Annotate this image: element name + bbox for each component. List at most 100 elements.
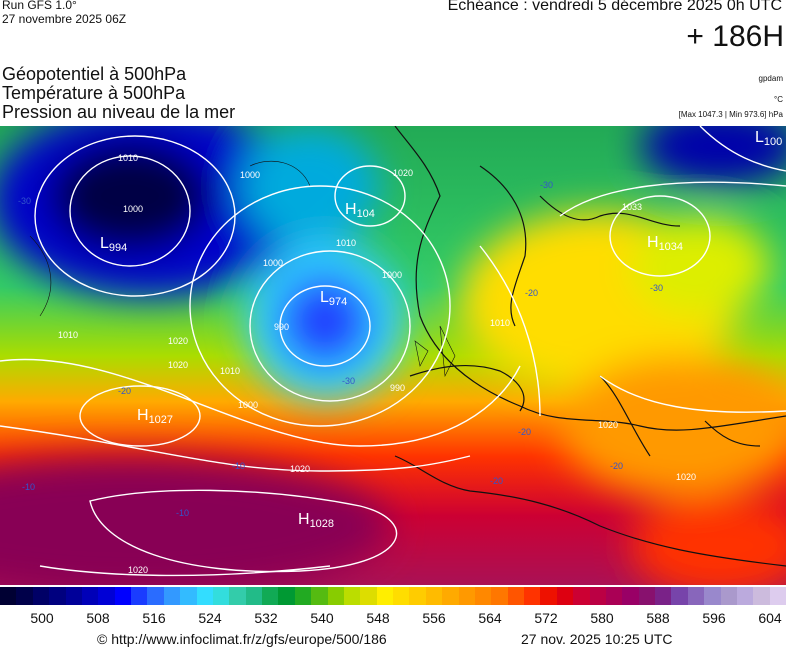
isobar-label: 1010 bbox=[336, 238, 356, 248]
weather-map: L994 H104 L974 H1034 H1027 H1028 L100 10… bbox=[0, 126, 786, 585]
scale-swatch bbox=[245, 587, 262, 605]
scale-tick-label: 556 bbox=[422, 610, 446, 626]
isobar-label: 1020 bbox=[168, 360, 188, 370]
scale-tick-label: 596 bbox=[702, 610, 726, 626]
scale-swatch bbox=[131, 587, 148, 605]
scale-swatch bbox=[491, 587, 508, 605]
temperature-label: -10 bbox=[22, 482, 35, 492]
scale-swatch bbox=[638, 587, 655, 605]
scale-swatch bbox=[704, 587, 721, 605]
scale-swatch bbox=[753, 587, 770, 605]
temperature-label: -30 bbox=[650, 283, 663, 293]
scale-swatch bbox=[32, 587, 50, 605]
scale-swatch bbox=[589, 587, 606, 605]
isobar-label: 1020 bbox=[676, 472, 696, 482]
scale-swatch bbox=[278, 587, 295, 605]
scale-swatch bbox=[229, 587, 246, 605]
scale-swatch bbox=[507, 587, 524, 605]
isobar-label: 990 bbox=[274, 322, 289, 332]
scale-swatch bbox=[458, 587, 475, 605]
scale-swatch bbox=[114, 587, 131, 605]
scale-swatch bbox=[343, 587, 361, 605]
scale-swatch bbox=[573, 587, 590, 605]
temperature-label: -20 bbox=[490, 476, 503, 486]
scale-swatch bbox=[540, 587, 557, 605]
temperature-label: -30 bbox=[18, 196, 31, 206]
pressure-center-low-2: L974 bbox=[320, 289, 347, 308]
temperature-label: -20 bbox=[118, 386, 131, 396]
parameter-geopotential: Géopotentiel à 500hPa bbox=[2, 64, 187, 84]
color-scale-ticks: 500 508 516 524 532 540 548 556 564 572 580 588 596 6… bbox=[0, 610, 786, 626]
scale-tick-label: 604 bbox=[758, 610, 782, 626]
run-label: Run GFS 1.0° bbox=[2, 0, 77, 12]
scale-swatch bbox=[474, 587, 492, 605]
scale-swatch bbox=[294, 587, 312, 605]
isobar-label: 1020 bbox=[393, 168, 413, 178]
forecast-hour: + 186H bbox=[686, 20, 784, 53]
temperature-label: -10 bbox=[232, 461, 245, 471]
scale-swatch bbox=[311, 587, 328, 605]
scale-swatch bbox=[687, 587, 705, 605]
scale-swatch bbox=[147, 587, 164, 605]
scale-swatch bbox=[720, 587, 737, 605]
scale-swatch bbox=[376, 587, 393, 605]
scale-swatch bbox=[0, 587, 17, 605]
temperature-unit: °C bbox=[774, 95, 783, 104]
scale-swatch bbox=[524, 587, 541, 605]
isobar-label: 1010 bbox=[490, 318, 510, 328]
pressure-center-high-4: H1028 bbox=[298, 511, 334, 530]
scale-swatch bbox=[622, 587, 639, 605]
scale-tick-label: 532 bbox=[254, 610, 278, 626]
scale-swatch bbox=[409, 587, 426, 605]
pressure-center-high-3: H1027 bbox=[137, 407, 173, 426]
scale-swatch bbox=[393, 587, 410, 605]
run-date: 27 novembre 2025 06Z bbox=[2, 12, 127, 26]
scale-swatch bbox=[605, 587, 623, 605]
scale-swatch bbox=[98, 587, 115, 605]
source-url: © http://www.infoclimat.fr/z/gfs/europe/… bbox=[97, 631, 387, 647]
color-scale bbox=[0, 587, 786, 605]
pressure-center-high-2: H1034 bbox=[647, 234, 683, 253]
isobar-label: 1020 bbox=[290, 464, 310, 474]
isobar-label: 1033 bbox=[622, 202, 642, 212]
temperature-label: -30 bbox=[540, 180, 553, 190]
scale-swatch bbox=[671, 587, 688, 605]
pressure-center-low-3: L100 bbox=[755, 129, 782, 148]
scale-swatch bbox=[49, 587, 66, 605]
scale-swatch bbox=[196, 587, 213, 605]
scale-swatch bbox=[736, 587, 754, 605]
scale-swatch bbox=[180, 587, 197, 605]
isobar-label: 1020 bbox=[168, 336, 188, 346]
model-code: gpdam bbox=[758, 74, 783, 83]
temperature-label: -20 bbox=[610, 461, 623, 471]
temperature-label: -10 bbox=[176, 508, 189, 518]
scale-tick-label: 540 bbox=[310, 610, 334, 626]
isobar-label: 1010 bbox=[118, 153, 138, 163]
scale-tick-label: 548 bbox=[366, 610, 390, 626]
scale-tick-label: 524 bbox=[198, 610, 222, 626]
scale-swatch bbox=[442, 587, 459, 605]
scale-swatch bbox=[360, 587, 377, 605]
scale-swatch bbox=[655, 587, 672, 605]
temperature-label: -20 bbox=[525, 288, 538, 298]
scale-swatch bbox=[769, 587, 786, 605]
parameter-temperature: Température à 500hPa bbox=[2, 83, 186, 103]
scale-tick-label: 500 bbox=[30, 610, 54, 626]
pressure-center-low-1: L994 bbox=[100, 235, 127, 254]
temperature-label: -20 bbox=[518, 427, 531, 437]
isobar-label: 1000 bbox=[240, 170, 260, 180]
parameter-pressure: Pression au niveau de la mer bbox=[2, 102, 236, 122]
forecast-valid-time: Echéance : vendredi 5 décembre 2025 0h U… bbox=[447, 0, 782, 14]
scale-tick-label: 564 bbox=[478, 610, 502, 626]
scale-swatch bbox=[262, 587, 279, 605]
scale-tick-label: 516 bbox=[142, 610, 166, 626]
scale-tick-label: 580 bbox=[590, 610, 614, 626]
isobar-label: 1010 bbox=[58, 330, 78, 340]
scale-swatch bbox=[212, 587, 230, 605]
isobar-label: 1020 bbox=[598, 420, 618, 430]
pressure-range: [Max 1047.3 | Min 973.6] hPa bbox=[678, 110, 783, 119]
scale-swatch bbox=[556, 587, 574, 605]
isobar-label: 990 bbox=[390, 383, 405, 393]
scale-swatch bbox=[425, 587, 443, 605]
scale-swatch bbox=[327, 587, 344, 605]
